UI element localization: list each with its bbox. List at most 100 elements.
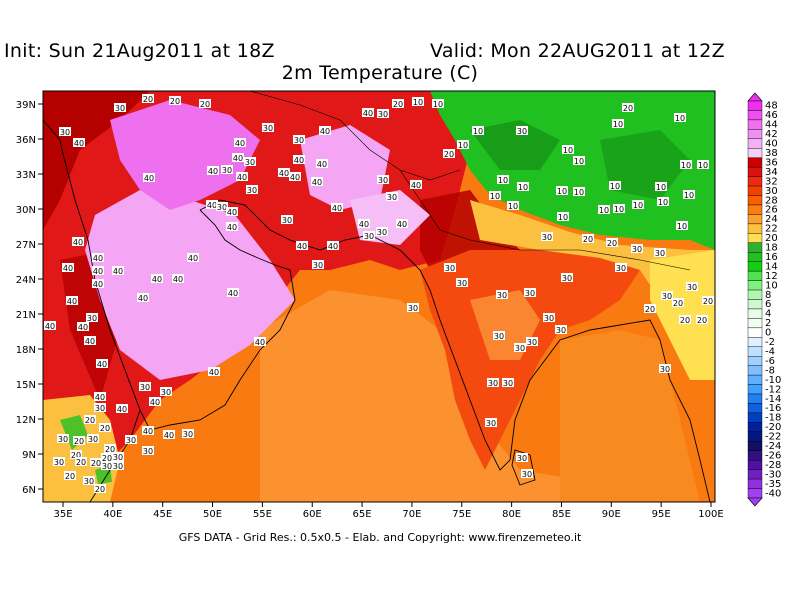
contour-label: 30 <box>516 453 528 463</box>
contour-label: 20 <box>99 423 111 433</box>
colorbar-label: 20 <box>765 233 778 244</box>
contour-label: 10 <box>562 145 574 155</box>
contour-label-text: 20 <box>76 458 86 467</box>
contour-label-text: 20 <box>444 150 454 159</box>
contour-label-text: 10 <box>558 213 568 222</box>
contour-label: 40 <box>44 321 56 331</box>
contour-label: 30 <box>615 263 627 273</box>
contour-label-text: 30 <box>515 344 525 353</box>
contour-label-text: 20 <box>91 459 101 468</box>
contour-label: 20 <box>90 458 102 468</box>
contour-label: 10 <box>612 119 624 129</box>
contour-label: 40 <box>296 241 308 251</box>
contour-label-text: 20 <box>583 235 593 244</box>
y-tick-label: 15N <box>16 380 36 391</box>
colorbar-swatch <box>747 242 763 253</box>
contour-label: 40 <box>151 274 163 284</box>
contour-label-text: 30 <box>126 436 136 445</box>
contour-label: 30 <box>94 403 106 413</box>
border-himalaya <box>399 169 691 271</box>
contour-label-text: 30 <box>387 193 397 202</box>
contour-label-text: 20 <box>680 316 690 325</box>
contour-label: 30 <box>502 378 514 388</box>
contour-label-text: 30 <box>457 279 467 288</box>
sea-lighter-field <box>260 290 640 502</box>
colorbar-label: 26 <box>765 205 778 216</box>
colorbar-label: -2 <box>765 337 775 348</box>
contour-label: 20 <box>644 304 656 314</box>
contour-label-text: 10 <box>413 98 423 107</box>
contour-label-text: 30 <box>662 292 672 301</box>
colorbar-swatch <box>747 422 763 433</box>
contour-label: 40 <box>331 203 343 213</box>
y-tick-label: 12N <box>16 415 36 426</box>
colorbar-swatch <box>747 100 763 111</box>
contour-label: 30 <box>386 192 398 202</box>
colorbar-label: 4 <box>765 309 771 320</box>
contour-label-text: 40 <box>207 201 217 210</box>
colorbar-swatch <box>747 204 763 215</box>
contour-label-text: 10 <box>675 114 685 123</box>
colorbar-label: 32 <box>765 176 778 187</box>
contour-label-text: 40 <box>67 297 77 306</box>
colorbar-bottom-arrow <box>747 497 763 507</box>
contour-label-text: 30 <box>377 228 387 237</box>
contour-label: 20 <box>443 149 455 159</box>
contour-label: 20 <box>696 315 708 325</box>
contour-label-text: 20 <box>100 424 110 433</box>
contour-label: 30 <box>377 109 389 119</box>
x-tick-label: 90E <box>602 509 621 520</box>
contour-label-text: 40 <box>85 337 95 346</box>
contour-label-text: 20 <box>645 305 655 314</box>
contour-label-text: 30 <box>113 462 123 471</box>
contour-label: 30 <box>244 157 256 167</box>
colorbar-swatch <box>747 223 763 234</box>
contour-label: 10 <box>573 156 585 166</box>
contour-label-text: 20 <box>673 299 683 308</box>
contour-label: 40 <box>62 263 74 273</box>
contour-label-text: 40 <box>233 154 243 163</box>
colorbar-swatch <box>747 384 763 395</box>
colorbar-swatch <box>747 374 763 385</box>
footer-credit: GFS DATA - Grid Res.: 0.5x0.5 - Elab. an… <box>178 531 582 544</box>
x-tick-label: 55E <box>253 509 272 520</box>
colorbar-label: 38 <box>765 148 778 159</box>
contour-label: 40 <box>73 138 85 148</box>
colorbar-swatch <box>747 119 763 130</box>
colorbar-label: 14 <box>765 261 778 272</box>
contour-label-text: 30 <box>542 233 552 242</box>
contour-label: 30 <box>514 343 526 353</box>
contour-label-text: 30 <box>632 245 642 254</box>
contour-label-text: 30 <box>655 249 665 258</box>
colorbar-label: 48 <box>765 101 778 112</box>
contour-label: 30 <box>112 452 124 462</box>
x-tick-label: 35E <box>53 509 72 520</box>
contour-label: 40 <box>319 126 331 136</box>
contour-label-text: 40 <box>397 220 407 229</box>
contour-label-text: 30 <box>263 124 273 133</box>
colorbar-swatch <box>747 289 763 300</box>
colorbar-swatch <box>747 129 763 140</box>
contour-label: 20 <box>702 296 714 306</box>
contour-label-text: 40 <box>363 109 373 118</box>
contour-label-text: 40 <box>209 368 219 377</box>
contour-label: 30 <box>216 202 228 212</box>
contour-label-text: 10 <box>610 182 620 191</box>
contour-label-text: 30 <box>660 365 670 374</box>
contour-label-text: 30 <box>486 419 496 428</box>
contour-label-text: 20 <box>623 104 633 113</box>
contour-label-text: 40 <box>188 254 198 263</box>
contour-label: 40 <box>163 430 175 440</box>
contour-label: 30 <box>543 313 555 323</box>
contour-label: 30 <box>139 382 151 392</box>
x-axis-ticks: 35E 40E 45E 50E 55E 60E 65E 70E 75E 80E 85E 90E 95E 1… <box>53 502 724 520</box>
contour-label: 40 <box>226 207 238 217</box>
x-tick-label: 70E <box>402 509 421 520</box>
contour-label: 40 <box>278 168 290 178</box>
contour-label: 30 <box>654 248 666 258</box>
contour-label-text: 40 <box>317 160 327 169</box>
contour-label: 40 <box>410 180 422 190</box>
contour-label-text: 10 <box>473 127 483 136</box>
contour-label-text: 10 <box>658 198 668 207</box>
contour-label-text: 40 <box>320 127 330 136</box>
